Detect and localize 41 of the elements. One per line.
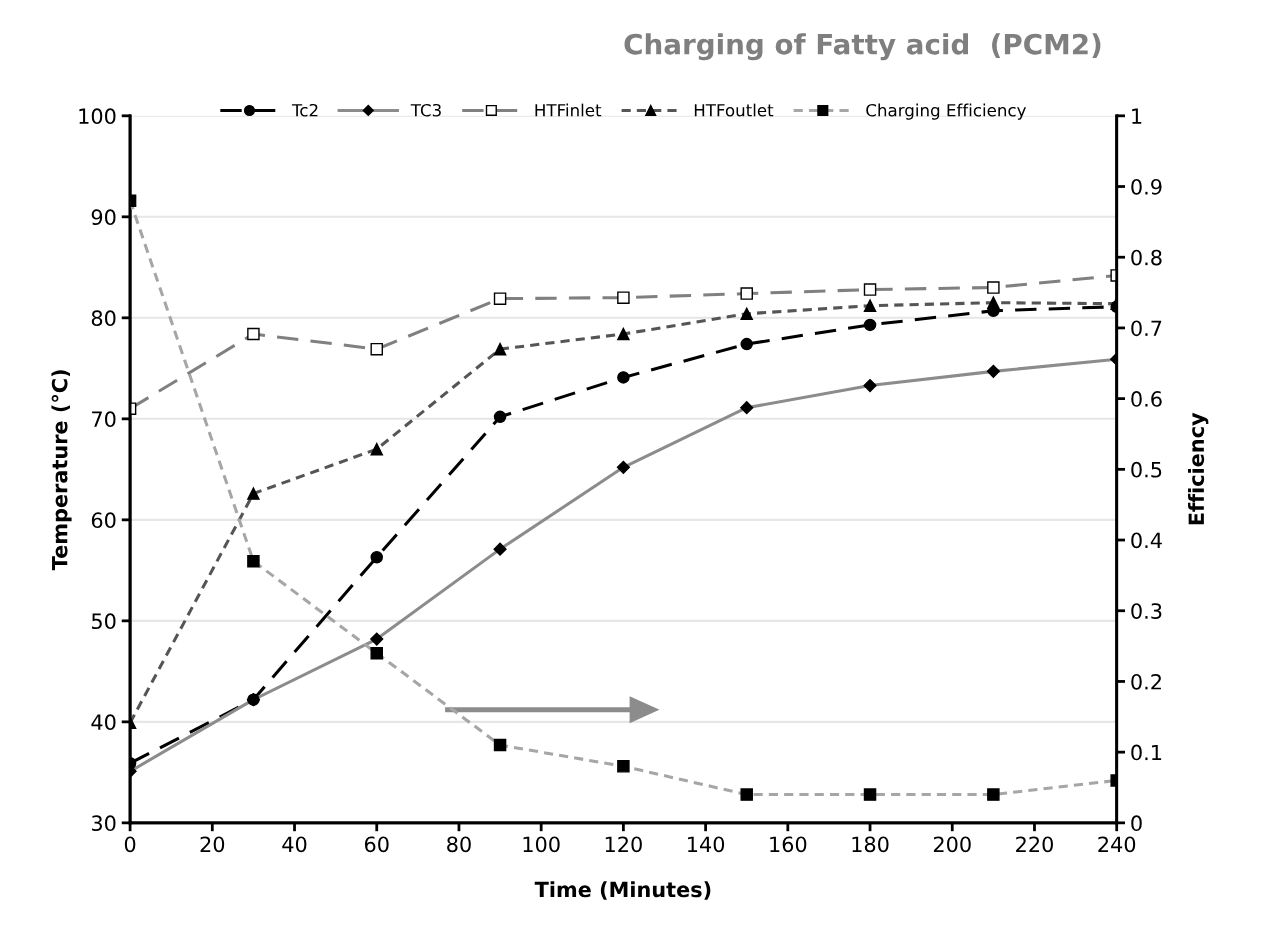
- legend-label: TC3: [410, 103, 441, 117]
- y-tick-label: 70: [92, 411, 116, 428]
- y-tick-label: 40: [91, 714, 116, 731]
- legend-label: Tc2: [291, 103, 318, 117]
- y-axis-title: Temperature (°C): [51, 370, 72, 571]
- x-tick-label: 0: [124, 836, 136, 853]
- x-axis-title: Time (Minutes): [534, 881, 711, 900]
- legend-label: HTFinlet: [535, 103, 602, 117]
- x-tick-label: 20: [200, 836, 225, 853]
- y-tick-label: 90: [91, 209, 116, 226]
- legend-label: Charging Efficiency: [866, 103, 1026, 120]
- y2-tick-label: 0: [1131, 815, 1142, 832]
- chart-title: Charging of Fatty acid (PCM2): [624, 33, 1101, 61]
- x-tick-label: 140: [688, 836, 725, 853]
- x-tick-label: 40: [282, 836, 307, 853]
- y2-tick-label: 0.9: [1131, 178, 1162, 195]
- y-tick-label: 50: [91, 613, 116, 630]
- y2-tick-label: 0.4: [1131, 532, 1162, 549]
- y2-tick-label: 0.5: [1131, 461, 1162, 478]
- y2-tick-label: 0.3: [1131, 603, 1162, 619]
- y-tick-label: 30: [91, 815, 116, 832]
- y2-tick-label: 0.6: [1131, 391, 1162, 407]
- y-tick-label: 60: [91, 512, 116, 529]
- x-tick-label: 60: [364, 836, 389, 853]
- y2-tick-label: 0.8: [1131, 249, 1162, 266]
- x-tick-label: 200: [933, 836, 971, 853]
- legend-label: HTFoutlet: [694, 103, 774, 117]
- x-tick-label: 180: [852, 836, 889, 853]
- x-tick-label: 240: [1098, 836, 1136, 853]
- y2-tick-label: 0.7: [1131, 320, 1162, 337]
- x-tick-label: 80: [447, 836, 471, 853]
- x-tick-label: 120: [605, 836, 642, 853]
- y2-tick-label: 0.2: [1131, 673, 1161, 690]
- y2-axis-title: Efficiency: [1188, 412, 1209, 525]
- y2-tick-label: 1: [1132, 108, 1142, 124]
- y-tick-label: 80: [91, 310, 116, 327]
- y-tick-label: 100: [79, 108, 116, 125]
- x-tick-label: 100: [523, 836, 560, 853]
- y2-tick-label: 0.1: [1131, 744, 1162, 761]
- x-tick-label: 220: [1016, 836, 1053, 853]
- x-tick-label: 160: [770, 836, 807, 853]
